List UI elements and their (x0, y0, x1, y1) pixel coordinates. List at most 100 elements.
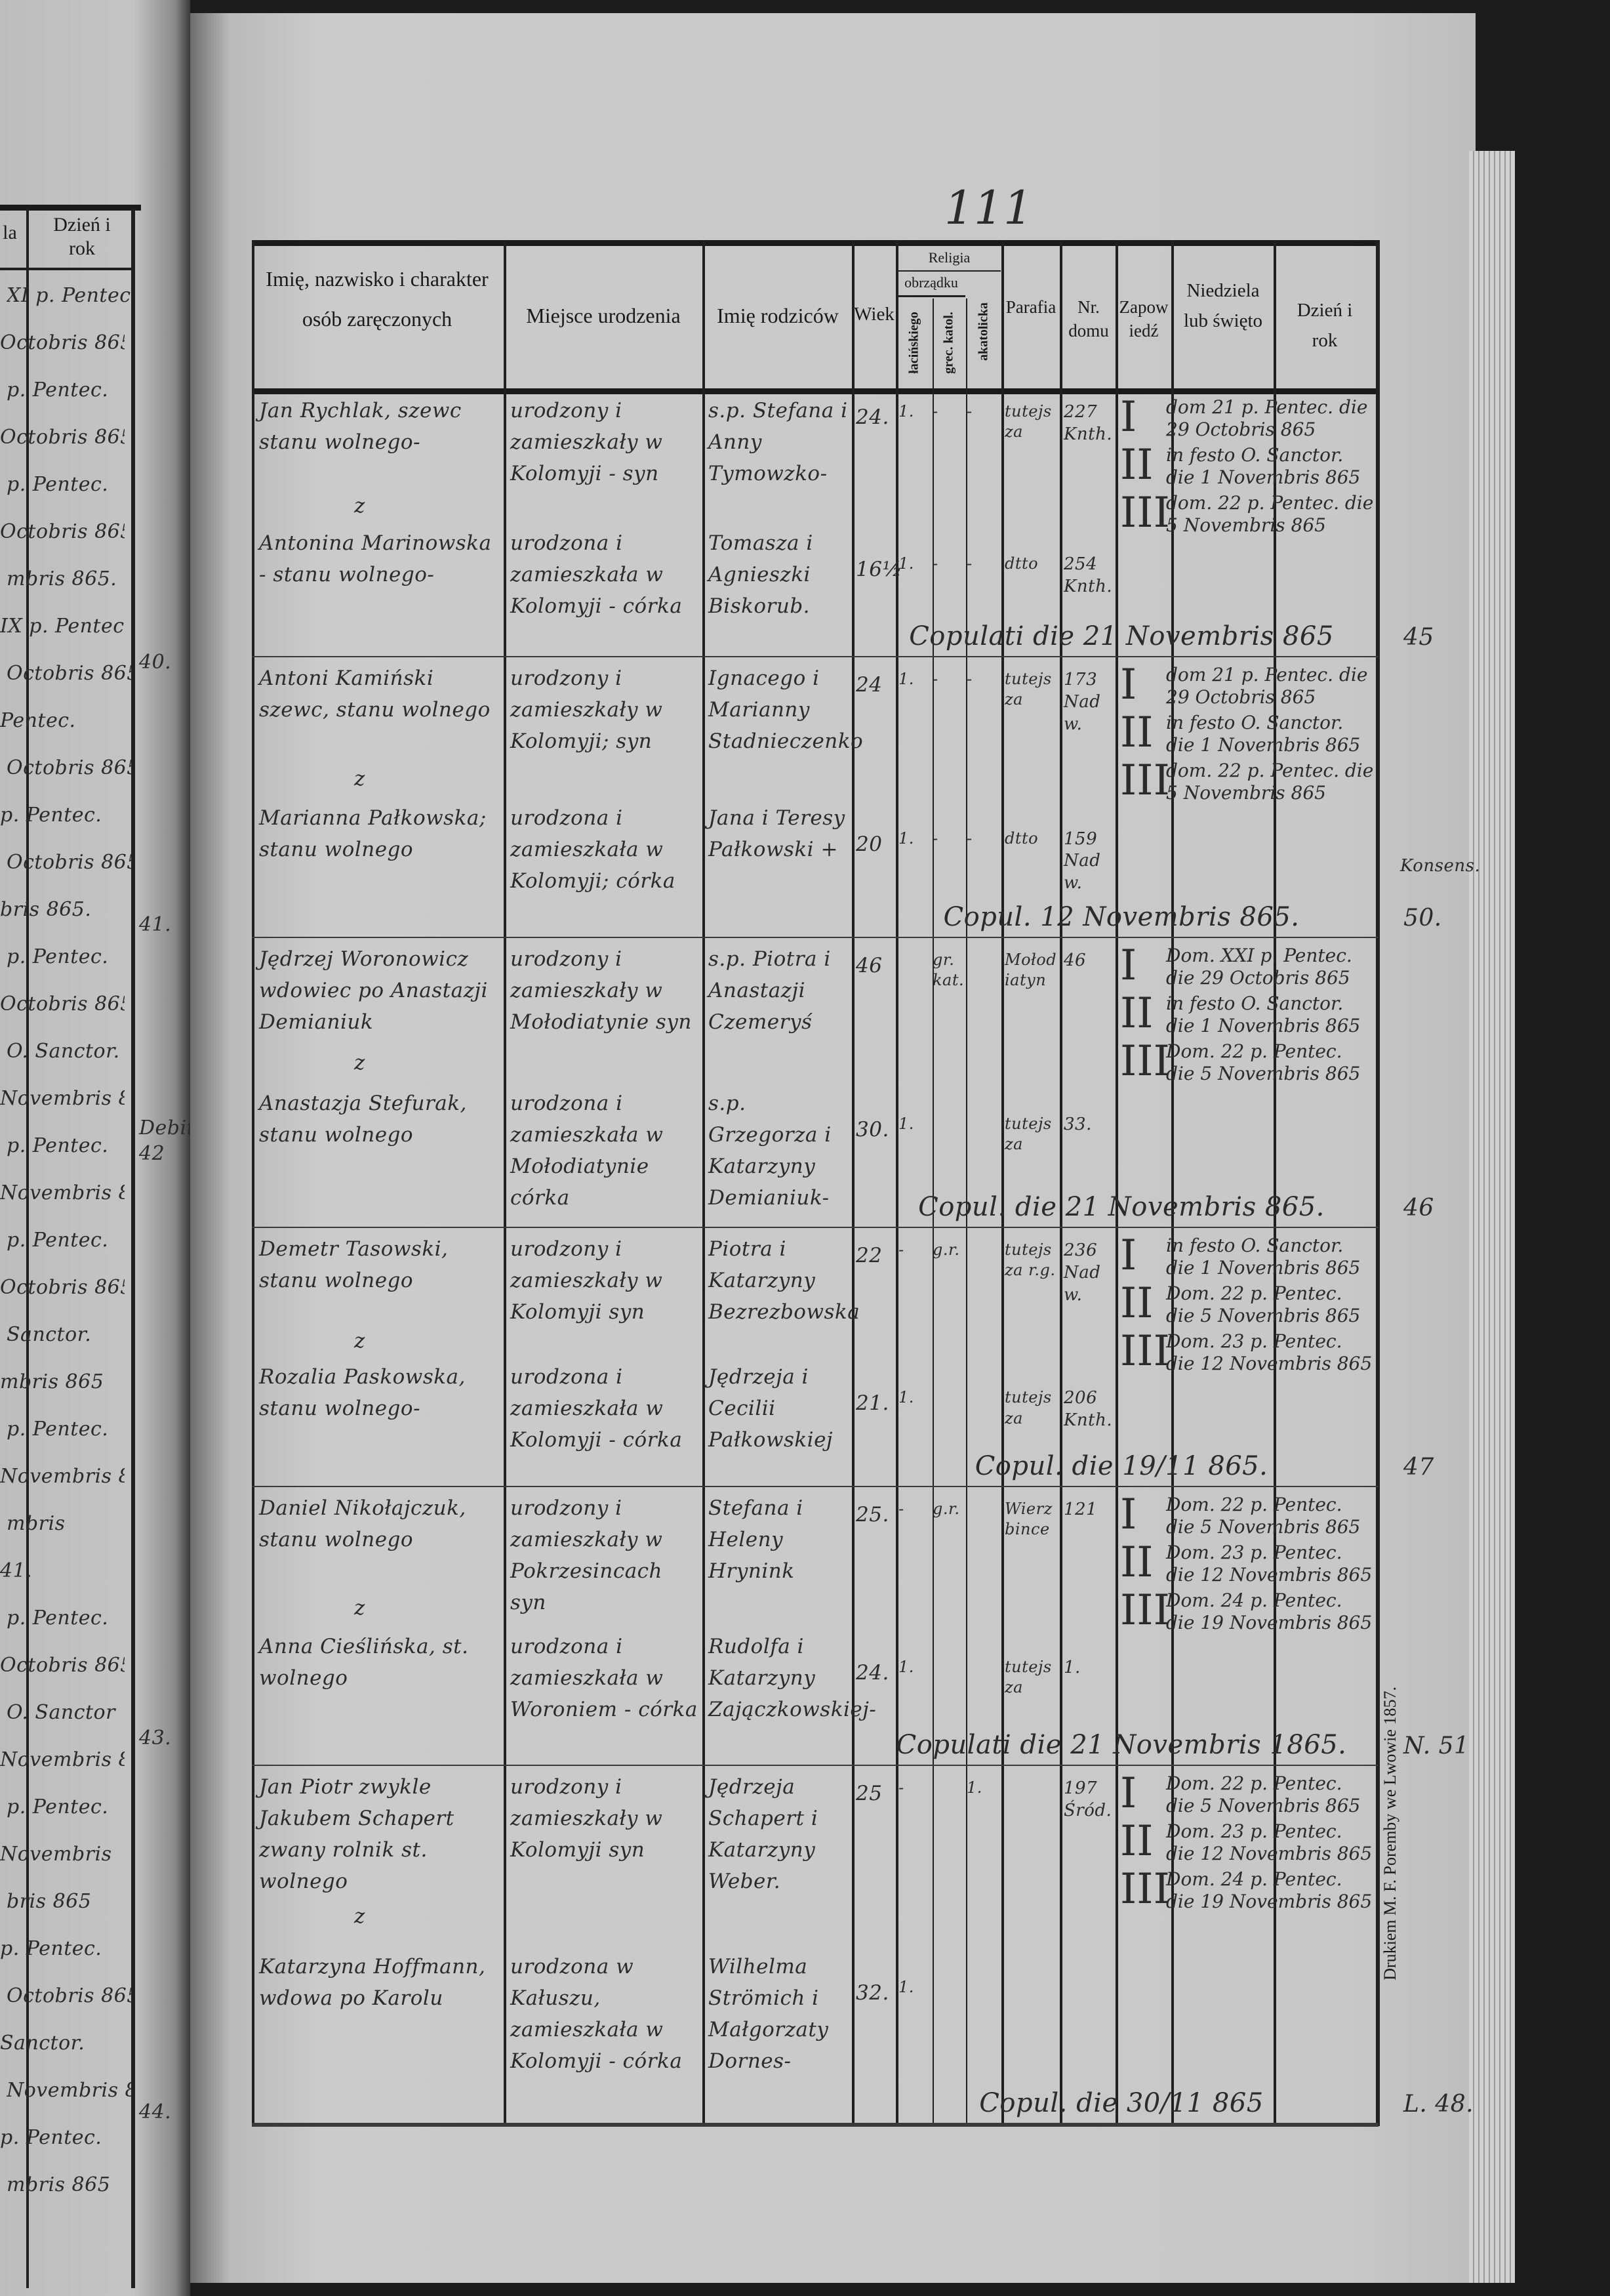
banns-numeral: III (1120, 1586, 1170, 1635)
left-page-fragment: Octobris 865 (0, 993, 125, 1015)
header-date: Dzień i rok (1297, 300, 1353, 352)
groom-parents: s.p. Piotra i Anastazji Czemeryś (708, 947, 831, 1035)
bride-age: 24. (856, 1661, 889, 1685)
groom-parish: Wierzbince (1005, 1500, 1053, 1539)
left-page-fragment: bris 865 (7, 1890, 92, 1913)
left-page-fragment: p. Pentec. (7, 1795, 109, 1818)
entry-divider (252, 1486, 1379, 1487)
groom-name: Antoni Kamiński szewc, stanu wolnego (259, 666, 491, 722)
left-page-fragment: Octobris 865. (0, 426, 125, 449)
left-page-fragment: mbris 865. (7, 567, 117, 590)
bride-age: 16½ (856, 558, 902, 582)
banns-numeral: III (1120, 489, 1170, 538)
banns-numeral: III (1120, 756, 1170, 806)
entry-divider (252, 937, 1379, 938)
banns-entry: II in festo O. Sanctor. die 1 Novembris 8… (1120, 712, 1376, 756)
banns-numeral: I (1120, 1490, 1137, 1539)
banns-date: Dom. 23 p. Pentec. die 12 Novembris 865 (1166, 1330, 1373, 1374)
groom-age: 25. (856, 1503, 889, 1527)
banns-numeral: III (1120, 1865, 1170, 1914)
bride-religion-mark: - (967, 554, 973, 573)
banns-date: in festo O. Sanctor. die 1 Novembris 865 (1166, 444, 1361, 488)
header-birthplace: Miejsce urodzenia (526, 304, 681, 327)
groom-age: 22 (856, 1244, 883, 1267)
groom-name: Jan Piotr zwykle Jakubem Schapert zwany … (259, 1775, 454, 1894)
groom-religion-mark: 1. (898, 670, 914, 688)
left-page-fragment: Sanctor. (7, 1323, 92, 1346)
left-column-line (26, 209, 29, 2288)
banns-date: Dom. 22 p. Pentec. die 5 Novembris 865 (1166, 1282, 1361, 1326)
groom-religion-mark: gr. kat. (933, 951, 965, 990)
banns-date: Dom. XXI p. Pentec. die 29 Octobris 865 (1166, 945, 1352, 989)
column-rule (702, 240, 705, 2125)
margin-entry-number: N. 51 (1403, 1732, 1470, 1759)
left-page-fragment: p. Pentec. (7, 1607, 109, 1630)
copulation-note: Copul. 12 Novembris 865. (943, 902, 1300, 932)
conjunction-z: z (354, 1904, 365, 1929)
header-bottom-rule (252, 388, 1379, 394)
banns-list: I Dom. 22 p. Pentec. die 5 Novembris 865 I… (1120, 1494, 1376, 1634)
bride-house-number: 159 Nadw. (1064, 829, 1101, 893)
banns-date: Dom. 23 p. Pentec. die 12 Novembris 865 (1166, 1820, 1373, 1864)
left-page-fragment: IX p. Pentec. (0, 615, 125, 638)
bride-house-number: 1. (1064, 1658, 1081, 1677)
bride-house-number: 254 Knth. (1064, 554, 1113, 596)
left-page-fragment: O. Sanctor (7, 1701, 115, 1724)
banns-date: dom. 22 p. Pentec. die 5 Novembris 865 (1166, 492, 1374, 536)
bride-birthplace: urodzona i zamieszkała w Woroniem - córk… (510, 1635, 698, 1722)
left-page-fragment: Octobris 865. (0, 520, 125, 543)
header-sunday: Niedziela lub święto (1183, 280, 1263, 332)
column-rule (966, 298, 967, 2125)
banns-numeral: II (1120, 1279, 1154, 1328)
bride-religion-mark: 1. (898, 554, 914, 573)
left-table-top-rule (0, 205, 141, 211)
left-page-fragment: Octobris 865 (0, 1276, 125, 1299)
left-page-fragment: p. Pentec. (0, 2126, 102, 2149)
left-page-fragment: Octobris 865. (7, 662, 131, 685)
groom-parents: Piotra i Katarzyny Bezrezbowska (708, 1237, 860, 1324)
left-margin-number: 43. (139, 1727, 172, 1750)
banns-date: in festo O. Sanctor. die 1 Novembris 865 (1166, 993, 1361, 1036)
column-rule (504, 240, 506, 2125)
left-page-fragment: p. Pentec. (7, 945, 109, 968)
bride-house-number: 206 Knth. (1064, 1388, 1113, 1431)
banns-entry: III Dom. 24 p. Pentec. die 19 Novembris 8… (1120, 1589, 1376, 1633)
column-rule (1274, 240, 1276, 2125)
bride-religion-mark: - (967, 829, 973, 848)
left-header-bottom (0, 268, 131, 270)
groom-religion-mark: 1. (967, 1778, 982, 1797)
bride-birthplace: urodzona w Kałuszu, zamieszkała w Kolomy… (510, 1954, 683, 2074)
banns-date: dom 21 p. Pentec. die 29 Octobris 865 (1166, 664, 1368, 708)
groom-house-number: 227 Knth. (1064, 402, 1113, 444)
groom-religion-mark: - (933, 670, 938, 688)
header-names: Imię, nazwisko i charakter osób zaręczon… (266, 267, 489, 331)
bride-religion-mark: 1. (898, 1114, 914, 1133)
bride-religion-mark: 1. (898, 1977, 914, 1996)
groom-religion-mark: g.r. (933, 1500, 960, 1518)
groom-religion-mark: - (967, 670, 973, 688)
bride-religion-mark: - (933, 829, 938, 848)
banns-entry: II in festo O. Sanctor. die 1 Novembris 8… (1120, 993, 1376, 1036)
entry-divider (252, 1227, 1379, 1228)
entry-divider (252, 1765, 1379, 1766)
groom-parish: Mołodiatyn (1005, 951, 1057, 990)
left-page-fragment: Octobris 865. (0, 331, 125, 354)
left-page-fragment: mbris 865 (0, 1370, 104, 1393)
bride-name: Antonina Marinowska - stanu wolnego- (259, 531, 492, 587)
left-page-fragment: p. Pentec. (7, 473, 109, 496)
bride-religion-mark: 1. (898, 1388, 914, 1407)
margin-konsens: Konsens. (1400, 856, 1481, 876)
left-page: la Dzień i rok XI p. Pentec. Octobris 865… (0, 0, 195, 2296)
bride-name: Katarzyna Hoffmann, wdowa po Karolu (259, 1954, 486, 2010)
groom-age: 46 (856, 954, 883, 977)
left-page-fragment: p. Pentec. (7, 1418, 109, 1441)
bride-parents: Rudolfa i Katarzyny Zajączkowskiej- (708, 1635, 877, 1722)
left-page-fragment: Pentec. (0, 709, 76, 732)
left-margin-number: 44. (139, 2101, 172, 2123)
banns-entry: I Dom. XXI p. Pentec. die 29 Octobris 865 (1120, 945, 1376, 989)
left-margin-number: 40. (139, 651, 172, 674)
conjunction-z: z (354, 1595, 365, 1620)
groom-parents: s.p. Stefana i Anny Tymowzko- (708, 399, 848, 486)
banns-numeral: I (1120, 393, 1137, 441)
